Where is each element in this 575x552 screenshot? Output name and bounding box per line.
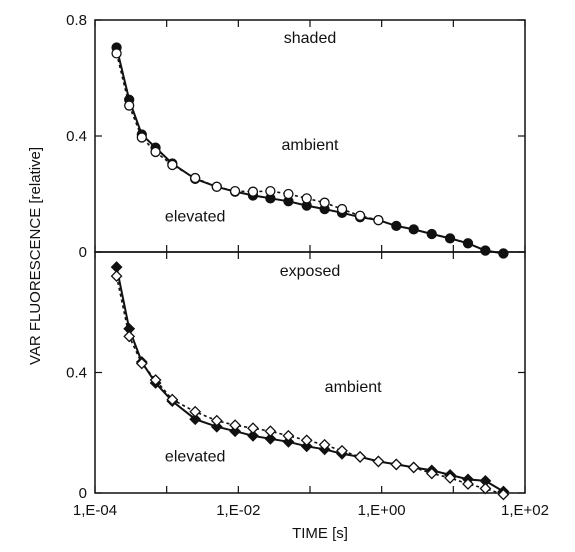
data-point-open-circle bbox=[211, 181, 222, 192]
data-point-open-circle bbox=[336, 203, 348, 215]
data-point-filled-diamond bbox=[264, 432, 277, 445]
data-point-open-diamond bbox=[189, 405, 202, 418]
data-point-open-circle bbox=[265, 185, 276, 197]
annotation-exposed: exposed bbox=[280, 263, 341, 280]
annotation-elevated: elevated bbox=[165, 448, 226, 465]
data-point-filled-circle bbox=[391, 220, 402, 232]
plot-frame-bottom bbox=[94, 251, 526, 494]
data-point-open-diamond bbox=[149, 374, 162, 386]
data-point-open-diamond bbox=[336, 444, 348, 457]
data-point-filled-circle bbox=[426, 228, 437, 240]
data-point-open-diamond bbox=[110, 270, 123, 283]
data-point-filled-circle bbox=[498, 248, 509, 259]
y-tick-label: 0 bbox=[79, 244, 87, 261]
data-point-open-diamond bbox=[390, 458, 403, 471]
series-line-top-open-circle bbox=[115, 53, 379, 221]
data-point-open-circle bbox=[229, 185, 241, 197]
data-point-open-diamond bbox=[462, 478, 474, 490]
data-point-open-circle bbox=[354, 210, 366, 221]
annotation-elevated: elevated bbox=[165, 209, 226, 226]
data-point-filled-diamond bbox=[229, 425, 242, 438]
data-point-open-circle bbox=[124, 100, 135, 111]
data-point-open-diamond bbox=[123, 330, 136, 343]
data-point-open-diamond bbox=[229, 419, 242, 432]
data-point-open-diamond bbox=[318, 438, 331, 451]
x-tick-label: 1,E-02 bbox=[216, 502, 260, 519]
data-point-open-circle bbox=[111, 48, 122, 59]
annotation-shaded: shaded bbox=[284, 30, 337, 47]
x-tick-label: 1,E+02 bbox=[501, 502, 549, 519]
annotation-ambient: ambient bbox=[282, 137, 339, 154]
data-point-open-circle bbox=[301, 193, 312, 204]
data-point-open-diamond bbox=[444, 471, 457, 484]
data-point-open-diamond bbox=[264, 425, 277, 438]
data-point-open-diamond bbox=[372, 455, 385, 468]
series-line-bottom-open-diamond bbox=[115, 275, 504, 496]
data-point-open-diamond bbox=[210, 414, 223, 427]
data-point-open-diamond bbox=[407, 461, 420, 474]
data-point-open-circle bbox=[136, 132, 147, 143]
x-axis-title: TIME [s] bbox=[292, 525, 348, 542]
data-point-open-diamond bbox=[282, 429, 295, 442]
data-point-filled-diamond bbox=[247, 429, 259, 442]
y-tick-label: 0 bbox=[79, 485, 87, 502]
data-point-filled-diamond bbox=[189, 413, 202, 426]
x-tick-label: 1,E+00 bbox=[358, 502, 406, 519]
y-tick-label: 0.4 bbox=[66, 365, 87, 382]
data-point-filled-diamond bbox=[210, 420, 223, 433]
data-point-open-circle bbox=[373, 214, 384, 226]
data-point-open-circle bbox=[150, 146, 161, 158]
data-point-open-diamond bbox=[247, 422, 259, 435]
annotation-ambient: ambient bbox=[325, 379, 382, 396]
data-point-filled-circle bbox=[462, 238, 474, 249]
data-point-open-diamond bbox=[425, 467, 438, 480]
data-point-open-diamond bbox=[135, 357, 148, 370]
data-point-filled-diamond bbox=[300, 440, 313, 453]
data-point-open-circle bbox=[167, 159, 178, 171]
y-tick-label: 0.8 bbox=[66, 12, 87, 29]
data-point-filled-circle bbox=[480, 245, 491, 256]
data-point-open-diamond bbox=[354, 450, 367, 463]
data-point-filled-circle bbox=[408, 224, 419, 235]
data-point-open-circle bbox=[319, 197, 330, 208]
y-tick-label: 0.4 bbox=[66, 128, 87, 145]
x-tick-label: 1,E-04 bbox=[73, 502, 117, 519]
data-point-open-circle bbox=[283, 188, 294, 200]
data-point-filled-circle bbox=[444, 233, 456, 244]
data-point-open-diamond bbox=[479, 482, 492, 495]
data-point-open-diamond bbox=[497, 488, 510, 501]
data-point-open-diamond bbox=[300, 434, 313, 447]
data-point-open-circle bbox=[190, 172, 201, 184]
data-point-open-circle bbox=[247, 186, 259, 197]
y-axis-title: VAR FLUORESCENCE [relative] bbox=[27, 147, 44, 365]
data-point-open-diamond bbox=[166, 393, 179, 406]
data-point-filled-diamond bbox=[282, 435, 295, 448]
